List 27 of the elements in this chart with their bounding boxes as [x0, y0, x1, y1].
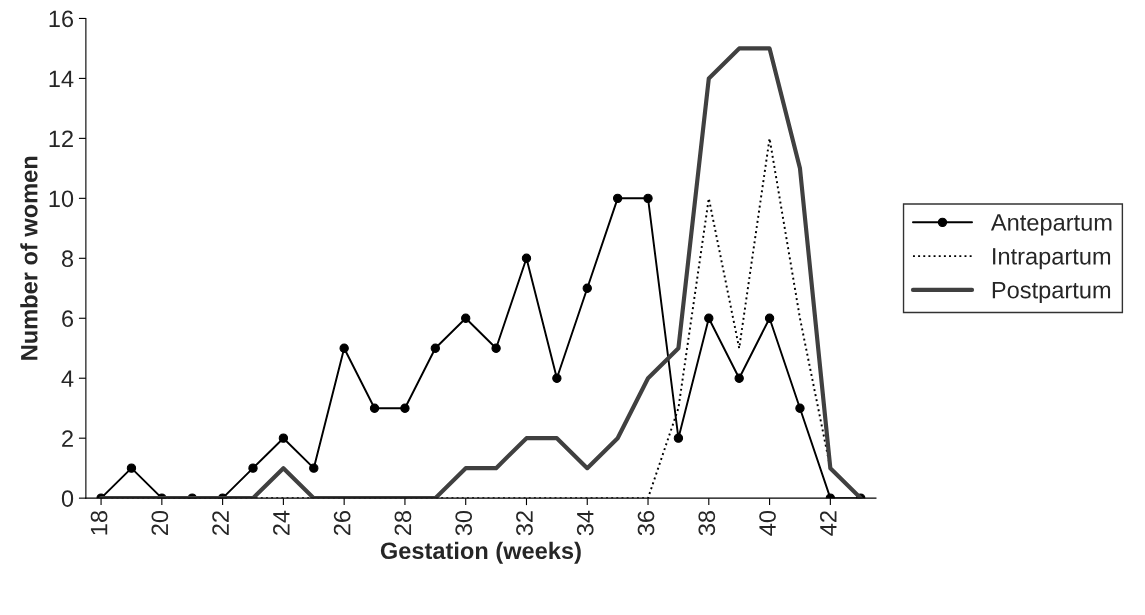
y-tick-label: 16 — [49, 10, 74, 28]
x-tick-label: 28 — [394, 510, 412, 536]
legend-label: Intrapartum — [993, 248, 1111, 270]
y-tick-label: 8 — [61, 250, 74, 268]
x-tick-label: 24 — [273, 510, 290, 536]
x-tick-label: 34 — [576, 510, 594, 536]
x-tick-label: 30 — [455, 510, 473, 536]
x-tick-label: 40 — [759, 510, 776, 536]
y-tick-label: 14 — [49, 70, 74, 87]
y-tick-label: 0 — [61, 490, 74, 507]
y-tick-label: 6 — [62, 310, 74, 328]
y-tick-label: 10 — [49, 190, 74, 208]
x-tick-label: 42 — [819, 511, 837, 536]
x-tick-label: 36 — [637, 510, 655, 536]
y-tick-label: 2 — [62, 430, 73, 447]
x-axis-title: Gestation (weeks) — [380, 541, 581, 564]
x-tick-label: 32 — [516, 511, 533, 536]
y-tick-label: 12 — [49, 130, 73, 147]
x-tick-label: 38 — [698, 510, 716, 536]
x-tick-label: 18 — [90, 510, 108, 535]
x-tick-label: 20 — [151, 510, 169, 536]
legend-label: Antepartum — [990, 214, 1112, 236]
x-tick-label: 26 — [333, 510, 351, 536]
legend-label: Postpartum — [992, 281, 1111, 304]
x-tick-label: 22 — [212, 511, 229, 536]
y-tick-label: 4 — [61, 370, 74, 387]
y-axis-title: Number of women — [20, 156, 38, 360]
